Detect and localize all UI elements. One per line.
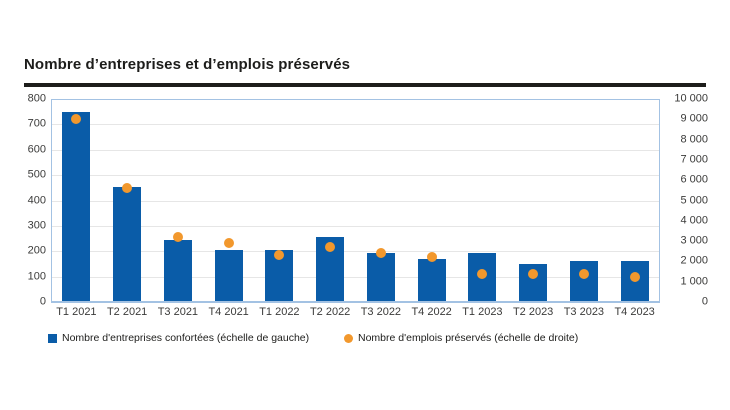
bar-T3-2023 bbox=[569, 261, 598, 302]
gridline bbox=[52, 175, 659, 177]
gridline bbox=[52, 276, 659, 278]
bar-T4-2023 bbox=[620, 261, 649, 302]
x-axis-tick: T2 2021 bbox=[106, 306, 148, 318]
y-axis-right-tick: 10 000 bbox=[674, 92, 708, 105]
bar-T1-2021 bbox=[62, 111, 91, 302]
y-axis-right-tick: 5 000 bbox=[680, 194, 708, 206]
x-axis-tick: T1 2022 bbox=[259, 306, 300, 318]
gridline bbox=[52, 225, 659, 227]
x-axis-tick: T3 2023 bbox=[563, 306, 605, 318]
y-axis-left-tick: 200 bbox=[27, 244, 46, 257]
dot-T2-2021 bbox=[122, 183, 133, 194]
title-rule bbox=[24, 83, 706, 87]
x-axis-tick: T4 2021 bbox=[208, 306, 249, 318]
y-axis-left-tick: 600 bbox=[27, 143, 46, 156]
x-axis-tick: T4 2023 bbox=[614, 306, 655, 318]
dot-T4-2021 bbox=[223, 238, 234, 249]
y-axis-left-tick: 100 bbox=[27, 270, 46, 283]
dot-T3-2022 bbox=[375, 248, 386, 259]
bar-T2-2021 bbox=[113, 186, 142, 302]
y-axis-right-tick: 7 000 bbox=[680, 153, 708, 166]
dot-T2-2022 bbox=[325, 242, 336, 253]
y-axis-right-tick: 0 bbox=[701, 295, 708, 308]
dot-T1-2021 bbox=[71, 114, 82, 125]
y-axis-left-tick: 400 bbox=[27, 194, 46, 206]
dot-T1-2023 bbox=[477, 268, 488, 279]
y-axis-right-tick: 2 000 bbox=[680, 254, 708, 267]
bar-T4-2022 bbox=[417, 258, 446, 302]
y-axis-right-tick: 3 000 bbox=[680, 234, 708, 247]
x-axis-tick: T2 2022 bbox=[309, 306, 351, 318]
x-axis-tick: T3 2021 bbox=[157, 306, 199, 318]
chart-title: Nombre d’entreprises et d’emplois préser… bbox=[24, 56, 351, 73]
y-axis-left-tick: 300 bbox=[27, 219, 46, 232]
gridline bbox=[52, 200, 659, 202]
gridline bbox=[52, 124, 659, 126]
bar-T3-2021 bbox=[163, 239, 192, 302]
y-axis-right-tick: 9 000 bbox=[680, 112, 708, 125]
x-axis-tick: T1 2023 bbox=[462, 306, 503, 318]
x-axis-tick: T3 2022 bbox=[360, 306, 402, 318]
gridline bbox=[52, 149, 659, 151]
bar-T4-2021 bbox=[214, 249, 243, 302]
dot-T4-2023 bbox=[629, 271, 640, 282]
y-axis-left-tick: 0 bbox=[39, 295, 46, 308]
bar-T3-2022 bbox=[366, 252, 395, 302]
y-axis-left-tick: 700 bbox=[27, 117, 46, 130]
y-axis-right-tick: 6 000 bbox=[680, 173, 708, 186]
legend-label-entreprises: Nombre d'entreprises confortées (échelle… bbox=[62, 332, 310, 344]
x-axis-tick: T1 2021 bbox=[56, 306, 97, 318]
gridline bbox=[52, 251, 659, 253]
dot-T3-2021 bbox=[172, 232, 183, 243]
legend: Nombre d'entreprises confortées (échelle… bbox=[0, 330, 730, 346]
dot-series-swatch-icon bbox=[344, 333, 353, 343]
x-axis-line bbox=[51, 301, 660, 303]
y-axis-left-tick: 500 bbox=[27, 168, 46, 181]
y-axis-right-tick: 4 000 bbox=[680, 214, 708, 227]
y-axis-right-tick: 8 000 bbox=[680, 133, 708, 146]
legend-item-entreprises: Nombre d'entreprises confortées (échelle… bbox=[48, 330, 309, 346]
y-axis-right-tick: 1 000 bbox=[680, 275, 708, 288]
dot-T3-2023 bbox=[578, 268, 589, 279]
y-axis-left-tick: 800 bbox=[27, 92, 46, 105]
legend-item-emplois: Nombre d'emplois préservés (échelle de d… bbox=[344, 330, 578, 346]
legend-label-emplois: Nombre d'emplois préservés (échelle de d… bbox=[358, 332, 579, 344]
x-axis-tick: T2 2023 bbox=[512, 306, 554, 318]
x-axis-tick: T4 2022 bbox=[411, 306, 452, 318]
dot-T2-2023 bbox=[528, 268, 539, 279]
dot-T1-2022 bbox=[274, 250, 285, 261]
dot-T4-2022 bbox=[426, 252, 437, 263]
bar-series-swatch-icon bbox=[48, 333, 57, 343]
